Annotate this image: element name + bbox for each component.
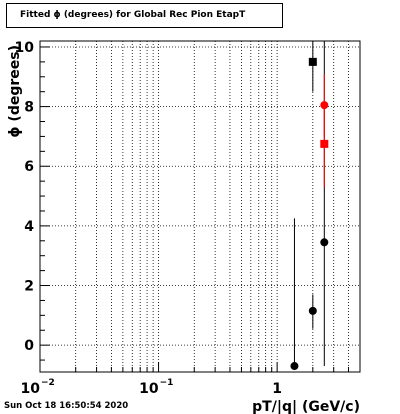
x-tick-exponent: −1 [160, 378, 174, 388]
y-tick-label: 8 [24, 100, 34, 116]
y-axis-label: ϕ (degrees) [7, 45, 23, 138]
data-point-square [308, 57, 317, 66]
chart-title: Fitted ϕ (degrees) for Global Rec Pion E… [6, 3, 283, 28]
data-point-circle [308, 306, 317, 315]
y-tick-label: 2 [24, 279, 34, 295]
data-point-circle [320, 238, 329, 247]
x-axis-label: pT/|q| (GeV/c) [252, 399, 360, 414]
data-point-square [320, 139, 329, 148]
data-point-circle [290, 362, 299, 371]
x-tick-label: 1 [272, 381, 282, 397]
y-tick-label: 0 [24, 338, 34, 354]
x-tick-label: 10 [139, 381, 159, 397]
y-tick-label: 4 [24, 219, 34, 235]
timestamp: Sun Oct 18 16:50:54 2020 [4, 401, 129, 411]
y-tick-label: 10 [15, 40, 35, 56]
x-tick-label: 10 [21, 381, 41, 397]
y-tick-label: 6 [24, 159, 34, 175]
plot-frame [39, 40, 361, 373]
x-tick-exponent: −2 [41, 378, 55, 388]
